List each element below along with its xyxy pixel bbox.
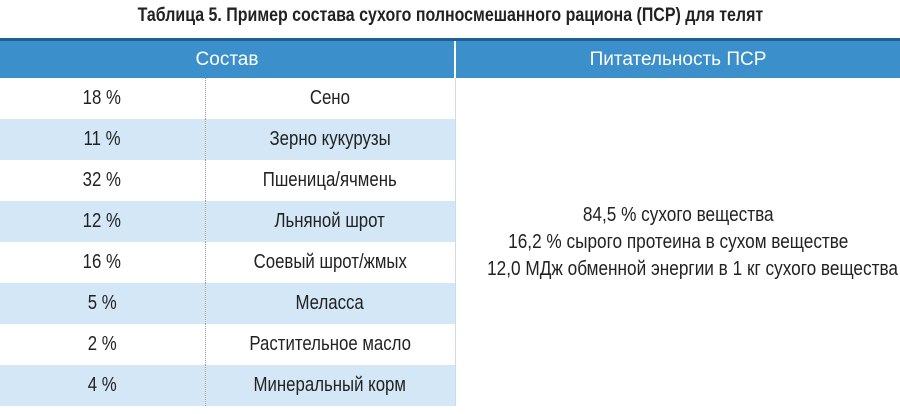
cell-text: Пшеница/ячмень <box>263 169 397 191</box>
cell-text: Сено <box>309 87 351 109</box>
share-cell: 16 % <box>0 242 206 283</box>
table-row: 4 % Минеральный корм <box>0 365 900 406</box>
nutrition-line: 84,5 % сухого вещества <box>582 203 774 226</box>
table-row: 2 % Растительное масло <box>0 324 900 365</box>
cell-text: 5 % <box>87 292 117 314</box>
column-header: Питательность ПСР <box>454 39 900 78</box>
share-cell: 18 % <box>0 78 206 119</box>
cell-text: 4 % <box>87 374 117 396</box>
ingredient-cell: Льняной шрот <box>205 201 455 242</box>
ingredient-cell: Сено <box>205 78 455 119</box>
nutrition-line: 12,0 МДж обменной энергии в 1 кг сухого … <box>486 257 898 280</box>
share-cell: 4 % <box>0 365 206 406</box>
cell-text: 2 % <box>87 333 117 355</box>
ingredient-cell: Соевый шрот/жмых <box>205 242 455 283</box>
cell-text: 11 % <box>83 128 121 150</box>
table-title: Таблица 5. Пример состава сухого полносм… <box>0 0 900 38</box>
share-cell: 12 % <box>0 201 206 242</box>
share-cell: 2 % <box>0 324 206 365</box>
share-cell: 5 % <box>0 283 206 324</box>
nutrition-cell: 84,5 % сухого вещества 16,2 % сырого прот… <box>454 78 900 406</box>
table-row: 11 % Зерно кукурузы <box>0 119 900 160</box>
table-body: 18 % Сено 84,5 % сухого вещества 16,2 % сыр… <box>0 78 900 406</box>
table-row: 5 % Меласса <box>0 283 900 324</box>
ingredient-cell: Зерно кукурузы <box>205 119 455 160</box>
table-row: 12 % Льняной шрот <box>0 201 900 242</box>
share-cell: 32 % <box>0 160 206 201</box>
table-row: 18 % Сено 84,5 % сухого вещества 16,2 % сыр… <box>0 78 900 406</box>
cell-text: 32 % <box>83 169 122 191</box>
title-text: Таблица 5. Пример состава сухого полносм… <box>137 5 763 26</box>
table-row: 32 % Пшеница/ячмень <box>0 160 900 201</box>
header-row: Состав Питательность ПСР <box>0 39 900 78</box>
cell-text: Зерно кукурузы <box>269 128 391 150</box>
cell-text: Минеральный корм <box>253 374 407 396</box>
cell-text: Меласса <box>295 292 365 314</box>
share-cell: 11 % <box>0 119 206 160</box>
cell-text: 18 % <box>83 87 122 109</box>
ingredient-cell: Растительное масло <box>205 324 455 365</box>
column-header: Состав <box>0 39 455 78</box>
cell-text: 12 % <box>83 210 122 232</box>
table: Состав Питательность ПСР 18 % Сено 84,5 % … <box>0 38 900 406</box>
ingredient-cell: Минеральный корм <box>205 365 455 406</box>
cell-text: Соевый шрот/жмых <box>253 251 407 273</box>
ingredient-cell: Меласса <box>205 283 455 324</box>
nutrition-line: 16,2 % сырого протеина в сухом веществе <box>507 230 848 253</box>
cell-text: Растительное масло <box>249 333 411 355</box>
cell-text: Льняной шрот <box>274 210 386 232</box>
table-row: 16 % Соевый шрот/жмых <box>0 242 900 283</box>
cell-text: 16 % <box>83 251 122 273</box>
ingredient-cell: Пшеница/ячмень <box>205 160 455 201</box>
